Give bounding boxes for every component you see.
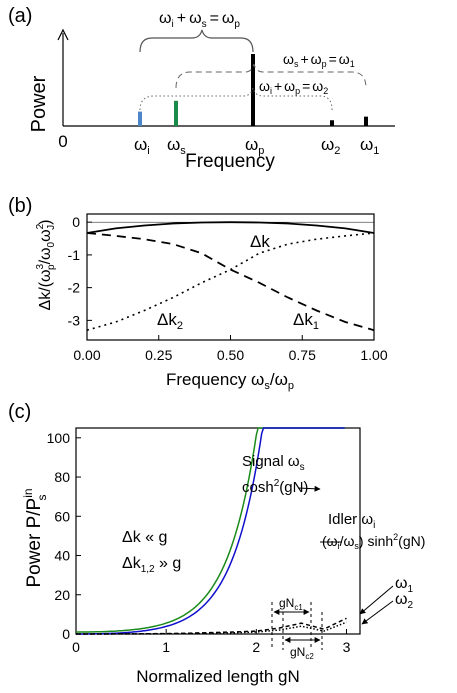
w1-label: ω1 bbox=[395, 575, 414, 595]
panel-b-frame bbox=[86, 213, 375, 341]
panel-a-y-arrow bbox=[57, 28, 69, 41]
panel-b-x-label: Frequency ωs/ωp bbox=[166, 370, 294, 392]
panel-a: (a) Power 0 Frequency ωi ωs ωp ω2 ω1 ωi +… bbox=[8, 5, 395, 172]
brace-wi-ws bbox=[139, 29, 254, 53]
w2-arrow bbox=[361, 600, 394, 625]
c-ytick-label: 0 bbox=[62, 626, 70, 642]
signal-label: Signal ωs bbox=[242, 453, 305, 473]
idler-label: Idler ωi bbox=[328, 511, 375, 531]
curve-signal bbox=[76, 427, 345, 633]
panel-c-y-label: Power P/Pins bbox=[21, 488, 49, 587]
condition-1: Δk « g bbox=[122, 529, 167, 546]
curve-idler bbox=[76, 427, 345, 635]
panel-b-label: (b) bbox=[8, 195, 32, 217]
c-xtick-label: 0 bbox=[72, 639, 80, 655]
b-ytick-label: -1 bbox=[68, 247, 81, 263]
label-dk: Δk bbox=[250, 232, 270, 251]
b-ytick-label: 0 bbox=[72, 214, 80, 230]
gnc2-label: gNc2 bbox=[290, 645, 314, 661]
line-signal bbox=[174, 100, 178, 126]
c-ytick-label: 40 bbox=[54, 548, 70, 564]
w2-label: ω2 bbox=[395, 591, 414, 611]
b-ytick-label: -3 bbox=[68, 312, 81, 328]
c-xtick-label: 1 bbox=[162, 639, 170, 655]
c-ytick-label: 100 bbox=[47, 430, 71, 446]
line-pump bbox=[251, 54, 255, 126]
brace-ws-wp bbox=[175, 63, 367, 89]
line-idler bbox=[138, 111, 142, 126]
relation-ws-wp-w1: ωs + ωp = ω1 bbox=[283, 51, 355, 69]
idler-formula: (ωi/ωs) sinh2(gN) bbox=[322, 532, 425, 551]
svg-text:ωp: ωp bbox=[245, 135, 264, 157]
condition-2: Δk1,2 » g bbox=[122, 555, 181, 575]
b-xtick-label: 0.75 bbox=[289, 347, 316, 363]
panel-c-curves bbox=[76, 427, 347, 635]
panel-a-x-label: Frequency bbox=[185, 151, 275, 172]
svg-text:ω2: ω2 bbox=[321, 135, 340, 157]
label-dk2: Δk2 bbox=[157, 310, 183, 332]
c-ytick-label: 60 bbox=[54, 508, 70, 524]
c-ytick-label: 80 bbox=[54, 469, 70, 485]
freq-label-w1: ω1 bbox=[360, 135, 379, 157]
panel-c-x-label: Normalized length gN bbox=[136, 667, 299, 686]
b-xtick-label: 0.25 bbox=[145, 347, 172, 363]
curve-dk2 bbox=[86, 232, 375, 331]
signal-formula: cosh2(gN) bbox=[242, 478, 308, 496]
panel-a-y-label: Power bbox=[28, 75, 50, 132]
gnc1-label: gNc1 bbox=[279, 596, 303, 612]
svg-text:ωi: ωi bbox=[134, 135, 150, 157]
c-ytick-label: 20 bbox=[54, 587, 70, 603]
relation-wi-ws-wp: ωi + ωs = ωp bbox=[159, 10, 240, 30]
panel-c: (c) Power P/Pins 0 1 2 3 0 20 40 60 80 100 Δk « g… bbox=[8, 401, 425, 686]
curve-w1 bbox=[76, 617, 347, 635]
b-xtick-label: 0.50 bbox=[217, 347, 244, 363]
svg-text:ωs: ωs bbox=[167, 135, 186, 157]
panel-c-label: (c) bbox=[8, 401, 31, 423]
line-w2 bbox=[330, 120, 334, 126]
panel-a-origin: 0 bbox=[58, 132, 67, 151]
freq-label-wi: ωi bbox=[134, 135, 150, 157]
freq-label-w2: ω2 bbox=[321, 135, 340, 157]
panel-b: (b) Δk/(ω3p/ω0ω2J) 0.00 0.25 0.50 0.75 1.00 0… bbox=[8, 195, 388, 392]
panel-b-curves bbox=[86, 221, 375, 332]
c-xtick-label: 3 bbox=[343, 639, 351, 655]
panel-c-frame bbox=[75, 427, 361, 635]
svg-text:ω1: ω1 bbox=[360, 135, 379, 157]
panel-a-label: (a) bbox=[8, 5, 32, 27]
line-w1 bbox=[364, 116, 368, 126]
relation-wi-wp-w2: ωi + ωp = ω2 bbox=[259, 78, 328, 96]
b-ytick-label: -2 bbox=[68, 280, 81, 296]
spectrum-lines bbox=[138, 54, 368, 126]
curve-dk bbox=[86, 221, 375, 234]
freq-label-wp: ωp bbox=[245, 135, 264, 157]
curve-dk1 bbox=[86, 232, 375, 332]
label-dk1: Δk1 bbox=[293, 310, 319, 332]
w1-arrow bbox=[359, 585, 394, 615]
brace-wi-wp bbox=[139, 87, 333, 111]
freq-label-ws: ωs bbox=[167, 135, 186, 157]
c-xtick-label: 2 bbox=[252, 639, 260, 655]
signal-arrow bbox=[297, 485, 321, 492]
b-xtick-label: 0.00 bbox=[73, 347, 100, 363]
panel-b-y-label: Δk/(ω3p/ω0ω2J) bbox=[35, 220, 57, 311]
panel-c-ticks: 0 1 2 3 0 20 40 60 80 100 bbox=[47, 430, 351, 655]
b-xtick-label: 1.00 bbox=[360, 347, 387, 363]
